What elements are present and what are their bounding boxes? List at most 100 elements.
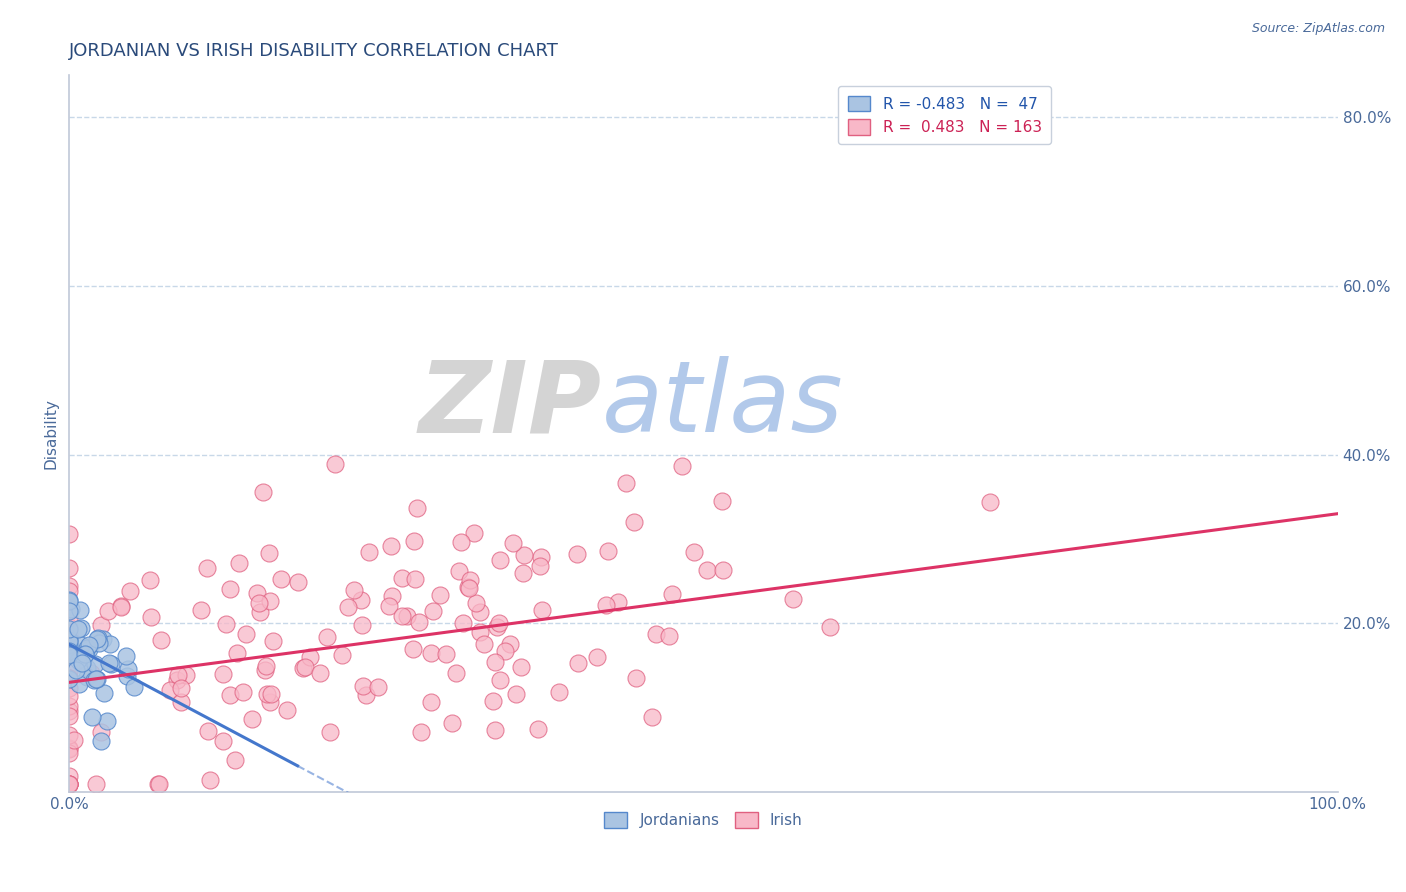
- Point: [84, 672, 107, 686]
- Point: [276, 703, 298, 717]
- Point: [75, 647, 97, 661]
- Point: [58, 776, 80, 790]
- Point: [419, 646, 441, 660]
- Point: [447, 564, 470, 578]
- Point: [139, 573, 162, 587]
- Point: [330, 648, 353, 662]
- Point: [782, 591, 804, 606]
- Point: [596, 544, 619, 558]
- Point: [240, 713, 263, 727]
- Point: [215, 616, 238, 631]
- Point: [710, 494, 733, 508]
- Point: [450, 535, 472, 549]
- Point: [86, 632, 108, 646]
- Point: [60, 602, 83, 616]
- Point: [149, 632, 172, 647]
- Point: [404, 572, 426, 586]
- Point: [67, 622, 90, 636]
- Point: [58, 776, 80, 790]
- Point: [352, 680, 374, 694]
- Point: [623, 515, 645, 529]
- Point: [354, 689, 377, 703]
- Point: [607, 595, 630, 609]
- Point: [381, 589, 404, 603]
- Point: [58, 647, 80, 661]
- Point: [488, 616, 510, 631]
- Point: [489, 553, 512, 567]
- Point: [58, 741, 80, 756]
- Point: [259, 695, 281, 709]
- Y-axis label: Disability: Disability: [44, 398, 58, 469]
- Point: [249, 605, 271, 619]
- Point: [115, 669, 138, 683]
- Point: [247, 596, 270, 610]
- Point: [58, 594, 80, 608]
- Point: [80, 710, 103, 724]
- Text: atlas: atlas: [602, 357, 844, 453]
- Point: [228, 556, 250, 570]
- Point: [200, 773, 222, 788]
- Point: [658, 629, 681, 643]
- Point: [93, 632, 115, 647]
- Point: [531, 603, 554, 617]
- Point: [458, 581, 481, 595]
- Point: [259, 593, 281, 607]
- Point: [84, 776, 107, 790]
- Point: [458, 573, 481, 587]
- Point: [159, 683, 181, 698]
- Point: [62, 733, 84, 747]
- Point: [211, 733, 233, 747]
- Point: [232, 685, 254, 699]
- Point: [434, 647, 457, 661]
- Point: [472, 637, 495, 651]
- Point: [489, 673, 512, 688]
- Point: [683, 545, 706, 559]
- Point: [58, 741, 80, 756]
- Point: [90, 618, 112, 632]
- Point: [294, 660, 316, 674]
- Point: [595, 598, 617, 612]
- Point: [58, 776, 80, 790]
- Point: [252, 485, 274, 500]
- Point: [148, 776, 170, 790]
- Point: [440, 716, 463, 731]
- Point: [409, 725, 432, 739]
- Point: [586, 649, 609, 664]
- Point: [457, 580, 479, 594]
- Point: [530, 549, 553, 564]
- Point: [58, 644, 80, 658]
- Point: [484, 655, 506, 669]
- Point: [468, 606, 491, 620]
- Point: [318, 724, 340, 739]
- Point: [661, 587, 683, 601]
- Point: [299, 650, 322, 665]
- Point: [270, 572, 292, 586]
- Point: [89, 636, 111, 650]
- Point: [58, 638, 80, 652]
- Point: [58, 769, 80, 783]
- Point: [529, 559, 551, 574]
- Point: [256, 687, 278, 701]
- Point: [567, 656, 589, 670]
- Point: [96, 714, 118, 728]
- Point: [420, 695, 443, 709]
- Point: [509, 660, 531, 674]
- Point: [505, 687, 527, 701]
- Point: [337, 599, 360, 614]
- Point: [58, 561, 80, 575]
- Point: [979, 495, 1001, 509]
- Point: [422, 604, 444, 618]
- Point: [110, 599, 132, 614]
- Point: [93, 686, 115, 700]
- Point: [58, 776, 80, 790]
- Point: [58, 776, 80, 790]
- Point: [219, 582, 242, 597]
- Point: [174, 668, 197, 682]
- Point: [429, 588, 451, 602]
- Point: [58, 709, 80, 723]
- Point: [58, 620, 80, 634]
- Point: [197, 724, 219, 739]
- Point: [218, 688, 240, 702]
- Point: [342, 583, 364, 598]
- Point: [711, 563, 734, 577]
